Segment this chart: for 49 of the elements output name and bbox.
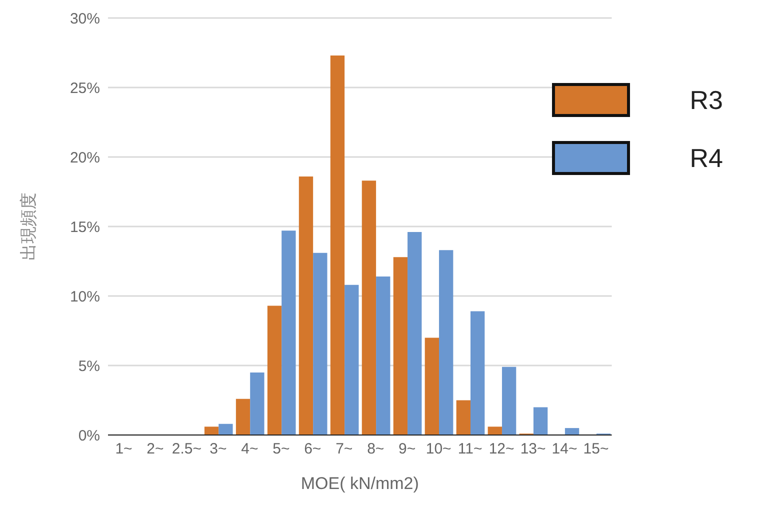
bar <box>533 407 548 435</box>
bar <box>376 276 390 435</box>
bar <box>424 338 440 435</box>
legend-label: R4 <box>690 142 723 174</box>
x-tick-label: 11~ <box>458 440 482 458</box>
bar <box>408 232 422 435</box>
x-tick-label: 5~ <box>272 440 290 458</box>
x-axis-title: MOE( kN/mm2) <box>300 474 419 493</box>
legend-label: R3 <box>690 84 723 116</box>
bar <box>470 311 485 435</box>
bar <box>502 366 516 435</box>
bar <box>439 250 454 435</box>
y-tick-label: 20% <box>70 149 100 166</box>
x-tick-label: 8~ <box>367 440 384 458</box>
x-tick-label: 4~ <box>241 440 258 458</box>
bar <box>236 398 250 435</box>
bar <box>250 372 264 435</box>
y-tick-label: 0% <box>78 427 100 444</box>
x-tick-label: 15~ <box>583 440 609 458</box>
bar <box>218 424 233 435</box>
x-tick-label: 13~ <box>520 440 546 458</box>
x-tick-label: 9~ <box>398 440 416 458</box>
bar <box>393 257 408 435</box>
bar <box>456 400 470 435</box>
x-tick-label: 2~ <box>146 440 164 458</box>
y-tick-label: 30% <box>70 10 100 28</box>
bar <box>267 306 282 435</box>
y-axis-title: 出現頻度 <box>19 192 38 260</box>
x-tick-label: 2.5~ <box>172 440 202 458</box>
x-tick-label: 12~ <box>488 440 515 458</box>
bar <box>313 252 328 435</box>
x-tick-label: 1~ <box>115 440 133 458</box>
bar <box>282 230 296 435</box>
y-tick-label: 25% <box>70 80 100 97</box>
bar <box>564 428 580 435</box>
x-tick-label: 6~ <box>304 440 322 458</box>
bar <box>204 426 219 435</box>
bar <box>344 284 359 435</box>
x-tick-label: 7~ <box>336 440 353 458</box>
bar <box>330 56 345 435</box>
bar <box>298 176 314 435</box>
bar <box>488 426 502 435</box>
x-tick-label: 14~ <box>552 440 578 458</box>
y-tick-label: 5% <box>78 358 100 375</box>
x-tick-label: 10~ <box>426 440 452 458</box>
x-tick-label: 3~ <box>210 440 227 458</box>
bar <box>362 180 376 435</box>
y-tick-label: 10% <box>70 288 100 306</box>
y-tick-label: 15% <box>70 218 100 236</box>
